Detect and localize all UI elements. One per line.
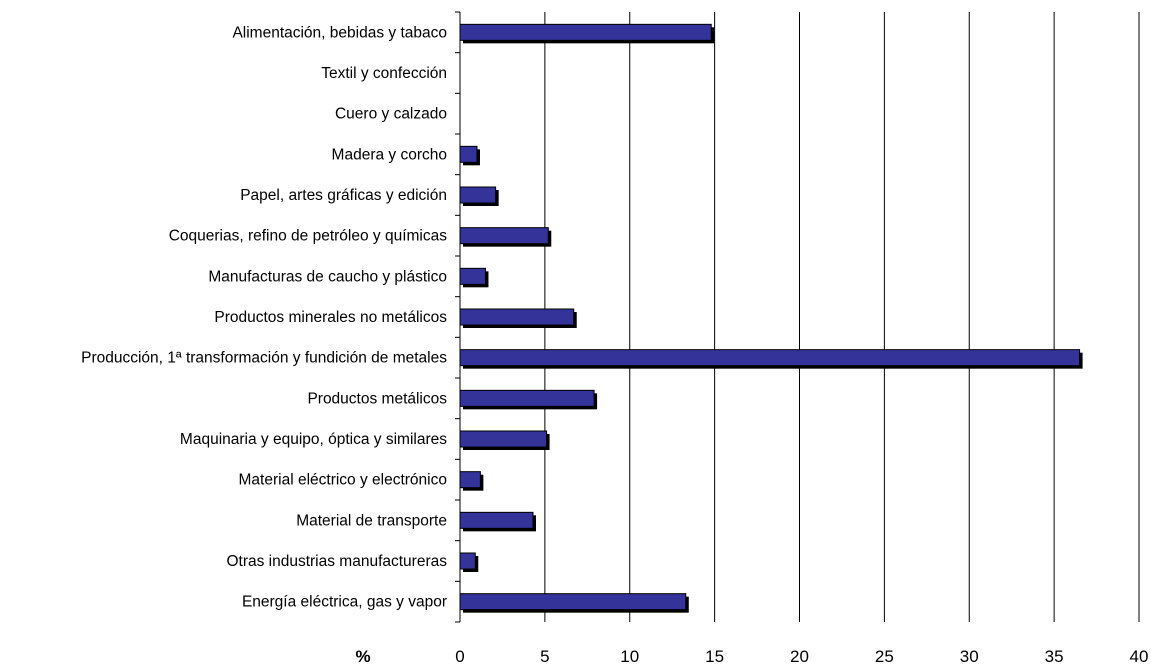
- bar: [459, 593, 687, 611]
- category-label: Productos minerales no metálicos: [214, 309, 447, 326]
- grid-lines: [544, 12, 1140, 622]
- bar: [459, 471, 481, 489]
- bar: [459, 145, 478, 163]
- x-tick-label: 35: [1045, 647, 1064, 666]
- bar: [459, 227, 549, 245]
- category-label: Otras industrias manufactureras: [226, 553, 447, 570]
- category-label: Energía eléctrica, gas y vapor: [242, 594, 447, 611]
- category-label: Maquinaria y equipo, óptica y similares: [180, 431, 447, 448]
- category-label: Alimentación, bebidas y tabaco: [232, 24, 447, 41]
- x-tick-label: 15: [705, 647, 724, 666]
- category-labels: Alimentación, bebidas y tabaco Textil y c…: [81, 24, 447, 610]
- bar: [459, 349, 1081, 367]
- x-tick-label: 0: [455, 647, 464, 666]
- bar: [459, 552, 476, 570]
- category-label: Papel, artes gráficas y edición: [240, 187, 447, 204]
- category-label: Producción, 1ª transformación y fundició…: [81, 350, 447, 367]
- x-tick-label: 40: [1130, 647, 1149, 666]
- x-tick-label: 25: [875, 647, 894, 666]
- category-label: Cuero y calzado: [335, 106, 447, 123]
- axes: [455, 11, 461, 623]
- bar: [459, 186, 497, 204]
- bar: [459, 23, 712, 41]
- bars: [459, 23, 1083, 613]
- x-tick-label: 20: [790, 647, 809, 666]
- x-axis-label: %: [355, 647, 370, 666]
- category-label: Textil y confección: [321, 65, 447, 82]
- x-tick-label: 30: [960, 647, 979, 666]
- category-label: Manufacturas de caucho y plástico: [208, 268, 447, 285]
- bar: [459, 308, 575, 326]
- x-tick-labels: 0 5 10 15 20 25 30 35 40: [455, 647, 1148, 666]
- category-label: Madera y corcho: [332, 146, 447, 163]
- category-label: Material eléctrico y electrónico: [239, 472, 447, 489]
- x-tick-label: 10: [620, 647, 639, 666]
- category-label: Coquerias, refino de petróleo y químicas: [169, 228, 448, 245]
- bar: [459, 511, 534, 529]
- category-label: Material de transporte: [296, 512, 447, 529]
- bar: [459, 267, 486, 285]
- category-label: Productos metálicos: [307, 390, 447, 407]
- bar: [459, 389, 595, 407]
- x-tick-label: 5: [540, 647, 549, 666]
- bar: [459, 430, 548, 448]
